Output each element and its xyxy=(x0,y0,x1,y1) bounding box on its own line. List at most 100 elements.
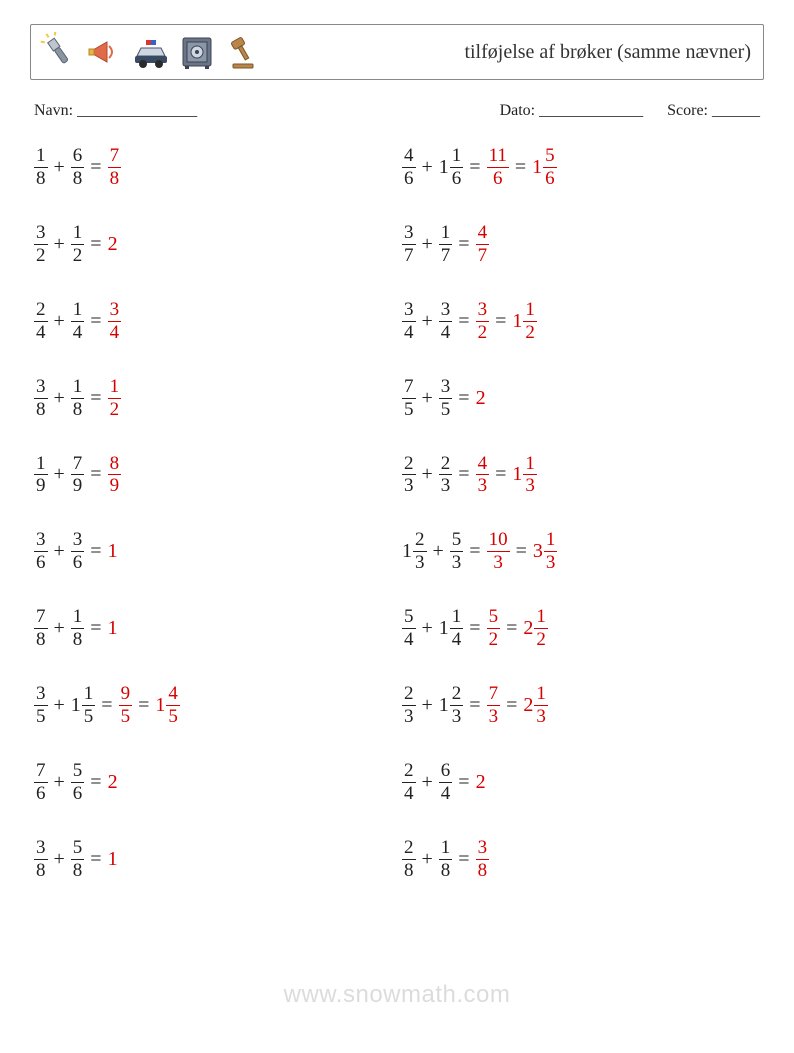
problem-row: 32+12=2 xyxy=(34,223,392,266)
operand-term: 79 xyxy=(71,454,85,497)
answer-term: 113 xyxy=(512,454,537,497)
operand-term: 28 xyxy=(402,838,416,881)
answer-term: 116 xyxy=(487,146,509,189)
answer-term: 2 xyxy=(476,771,486,794)
equals-operator: = xyxy=(452,771,475,794)
worksheet-header: tilføjelse af brøker (samme nævner) xyxy=(30,24,764,80)
equals-operator: = xyxy=(510,540,533,563)
equals-operator: = xyxy=(84,156,107,179)
operand-term: 123 xyxy=(439,684,464,727)
operand-term: 75 xyxy=(402,377,416,420)
operand-term: 64 xyxy=(439,761,453,804)
equals-operator: = xyxy=(500,617,523,640)
operand-term: 115 xyxy=(71,684,96,727)
operand-term: 123 xyxy=(402,530,427,573)
operand-term: 36 xyxy=(34,530,48,573)
answer-term: 1 xyxy=(108,617,118,640)
problem-row: 34+34=32=112 xyxy=(402,300,760,343)
problem-row: 24+14=34 xyxy=(34,300,392,343)
answer-term: 89 xyxy=(108,454,122,497)
plus-operator: + xyxy=(416,848,439,871)
problem-row: 36+36=1 xyxy=(34,530,392,573)
answer-term: 213 xyxy=(523,684,548,727)
answer-term: 78 xyxy=(108,146,122,189)
equals-operator: = xyxy=(463,694,486,717)
equals-operator: = xyxy=(509,156,532,179)
equals-operator: = xyxy=(84,540,107,563)
plus-operator: + xyxy=(427,540,450,563)
gavel-icon xyxy=(223,32,263,72)
plus-operator: + xyxy=(416,156,439,179)
operand-term: 23 xyxy=(439,454,453,497)
flashlight-icon xyxy=(39,32,79,72)
equals-operator: = xyxy=(452,463,475,486)
plus-operator: + xyxy=(48,156,71,179)
problem-row: 46+116=116=156 xyxy=(402,146,760,189)
plus-operator: + xyxy=(48,233,71,256)
plus-operator: + xyxy=(416,233,439,256)
date-field: Dato: _____________ xyxy=(500,102,644,120)
police-car-icon xyxy=(131,32,171,72)
equals-operator: = xyxy=(500,694,523,717)
answer-term: 38 xyxy=(476,838,490,881)
problem-row: 37+17=47 xyxy=(402,223,760,266)
operand-term: 46 xyxy=(402,146,416,189)
equals-operator: = xyxy=(452,233,475,256)
problem-row: 38+18=12 xyxy=(34,377,392,420)
operand-term: 18 xyxy=(71,607,85,650)
problem-row: 75+35=2 xyxy=(402,377,760,420)
problem-row: 24+64=2 xyxy=(402,761,760,804)
equals-operator: = xyxy=(84,233,107,256)
problem-row: 19+79=89 xyxy=(34,454,392,497)
watermark: www.snowmath.com xyxy=(0,981,794,1009)
answer-term: 156 xyxy=(532,146,557,189)
answer-term: 95 xyxy=(119,684,133,727)
answer-term: 212 xyxy=(523,607,548,650)
equals-operator: = xyxy=(452,387,475,410)
operand-term: 17 xyxy=(439,223,453,266)
equals-operator: = xyxy=(463,540,486,563)
answer-term: 145 xyxy=(155,684,180,727)
problem-row: 76+56=2 xyxy=(34,761,392,804)
operand-term: 23 xyxy=(402,454,416,497)
answer-term: 112 xyxy=(512,300,537,343)
problem-row: 18+68=78 xyxy=(34,146,392,189)
plus-operator: + xyxy=(416,617,439,640)
equals-operator: = xyxy=(84,617,107,640)
problem-row: 54+114=52=212 xyxy=(402,607,760,650)
worksheet-title: tilføjelse af brøker (samme nævner) xyxy=(464,41,751,64)
answer-term: 34 xyxy=(108,300,122,343)
answer-term: 1 xyxy=(108,848,118,871)
operand-term: 35 xyxy=(439,377,453,420)
operand-term: 38 xyxy=(34,377,48,420)
problems-grid: 18+68=7846+116=116=15632+12=237+17=4724+… xyxy=(30,146,764,881)
answer-term: 73 xyxy=(487,684,501,727)
plus-operator: + xyxy=(416,310,439,333)
answer-term: 43 xyxy=(476,454,490,497)
equals-operator: = xyxy=(84,848,107,871)
equals-operator: = xyxy=(489,310,512,333)
plus-operator: + xyxy=(416,694,439,717)
operand-term: 76 xyxy=(34,761,48,804)
answer-term: 47 xyxy=(476,223,490,266)
equals-operator: = xyxy=(84,387,107,410)
equals-operator: = xyxy=(84,463,107,486)
operand-term: 54 xyxy=(402,607,416,650)
operand-term: 19 xyxy=(34,454,48,497)
operand-term: 23 xyxy=(402,684,416,727)
equals-operator: = xyxy=(132,694,155,717)
problem-row: 38+58=1 xyxy=(34,838,392,881)
operand-term: 37 xyxy=(402,223,416,266)
problem-row: 123+53=103=313 xyxy=(402,530,760,573)
operand-term: 38 xyxy=(34,838,48,881)
operand-term: 58 xyxy=(71,838,85,881)
plus-operator: + xyxy=(416,387,439,410)
operand-term: 56 xyxy=(71,761,85,804)
score-field: Score: ______ xyxy=(667,102,760,120)
equals-operator: = xyxy=(84,310,107,333)
plus-operator: + xyxy=(48,540,71,563)
operand-term: 18 xyxy=(439,838,453,881)
equals-operator: = xyxy=(95,694,118,717)
answer-term: 2 xyxy=(108,233,118,256)
operand-term: 14 xyxy=(71,300,85,343)
